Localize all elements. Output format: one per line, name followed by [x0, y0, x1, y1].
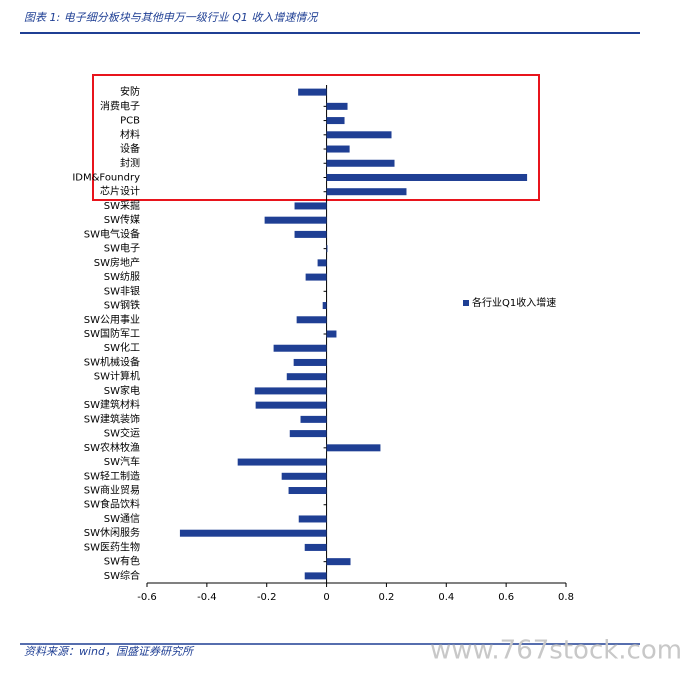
bar: [304, 543, 327, 551]
y-tick-label: SW纺服: [104, 270, 140, 283]
bar: [305, 273, 327, 281]
x-tick-label: 0: [323, 592, 329, 603]
y-tick-label: SW传媒: [104, 214, 140, 226]
x-tick-label: 0.6: [498, 592, 514, 603]
y-tick-label: SW电子: [104, 242, 140, 255]
bar: [237, 458, 327, 466]
y-tick-label: 材料: [120, 128, 140, 141]
bar: [326, 444, 381, 452]
y-tick-label: 安防: [120, 85, 140, 98]
chart-title: 图表 1: 电子细分板块与其他申万一级行业 Q1 收入增速情况: [24, 11, 319, 24]
y-tick-label: SW食品饮料: [84, 498, 140, 511]
y-tick-label: SW非银: [104, 284, 140, 297]
y-tick-label: SW综合: [104, 569, 140, 582]
y-tick-label: SW建筑材料: [84, 398, 140, 411]
bar: [326, 159, 395, 167]
y-tick-label: SW汽车: [104, 455, 140, 468]
y-tick-label: SW采掘: [104, 199, 140, 212]
y-tick-label: SW国防军工: [84, 327, 140, 340]
y-tick-label: SW电气设备: [84, 227, 140, 240]
bar: [298, 515, 327, 523]
y-tick-label: SW计算机: [94, 370, 140, 383]
bar: [298, 88, 327, 96]
y-tick-label: SW房地产: [94, 256, 140, 269]
bar: [296, 316, 327, 324]
y-tick-label: SW机械设备: [84, 355, 140, 368]
bar: [326, 173, 528, 181]
x-tick-label: 0.8: [558, 592, 574, 603]
source: 资料来源：wind，国盛证券研究所: [24, 645, 195, 658]
bar: [255, 401, 327, 409]
bar: [289, 430, 327, 438]
bar: [300, 415, 327, 423]
bar: [281, 472, 327, 480]
bar: [326, 117, 345, 125]
y-tick-label: SW钢铁: [104, 299, 140, 312]
legend-label: 各行业Q1收入增速: [472, 296, 556, 309]
y-tick-label: 封测: [120, 156, 140, 169]
bar: [326, 145, 350, 153]
x-tick-label: -0.6: [137, 592, 157, 603]
y-tick-label: 设备: [120, 142, 140, 155]
bar: [273, 344, 327, 352]
y-tick-label: SW家电: [104, 384, 140, 397]
y-tick-label: SW有色: [104, 555, 140, 568]
y-tick-label: SW轻工制造: [84, 469, 140, 482]
y-tick-label: 芯片设计: [100, 185, 140, 198]
bar: [326, 131, 392, 139]
bar: [286, 373, 327, 381]
y-tick-label: SW医药生物: [84, 540, 140, 553]
y-tick-label: SW建筑装饰: [84, 412, 140, 425]
bar: [317, 259, 327, 267]
y-tick-label: PCB: [120, 116, 140, 127]
watermark: www.767stock.com: [430, 636, 682, 666]
x-tick-label: -0.4: [197, 592, 217, 603]
y-tick-label: SW交运: [104, 427, 140, 440]
y-tick-label: SW通信: [104, 513, 140, 525]
x-tick-label: 0.4: [438, 592, 454, 603]
bar: [326, 558, 351, 566]
bar: [264, 216, 327, 224]
bar: [293, 358, 327, 366]
bar: [326, 245, 328, 253]
y-tick-label: 消费电子: [100, 99, 140, 112]
y-tick-label: SW商业贸易: [84, 484, 140, 497]
bar: [288, 487, 327, 495]
bar: [254, 387, 327, 395]
bar: [326, 102, 348, 110]
y-tick-label: SW休闲服务: [84, 526, 140, 539]
y-tick-label: SW化工: [104, 341, 140, 354]
y-tick-label: SW公用事业: [84, 313, 140, 326]
y-tick-label: SW农林牧渔: [84, 441, 140, 454]
bar: [326, 330, 337, 338]
legend-swatch: [463, 300, 469, 306]
x-tick-label: 0.2: [378, 592, 394, 603]
x-tick-label: -0.2: [257, 592, 277, 603]
highlight-box: [92, 74, 540, 201]
bar: [322, 302, 327, 310]
bar: [304, 572, 327, 580]
bar: [294, 202, 327, 210]
bar: [294, 230, 327, 238]
bar: [326, 188, 407, 196]
bar: [179, 529, 327, 537]
y-tick-label: IDM&Foundry: [72, 172, 140, 183]
